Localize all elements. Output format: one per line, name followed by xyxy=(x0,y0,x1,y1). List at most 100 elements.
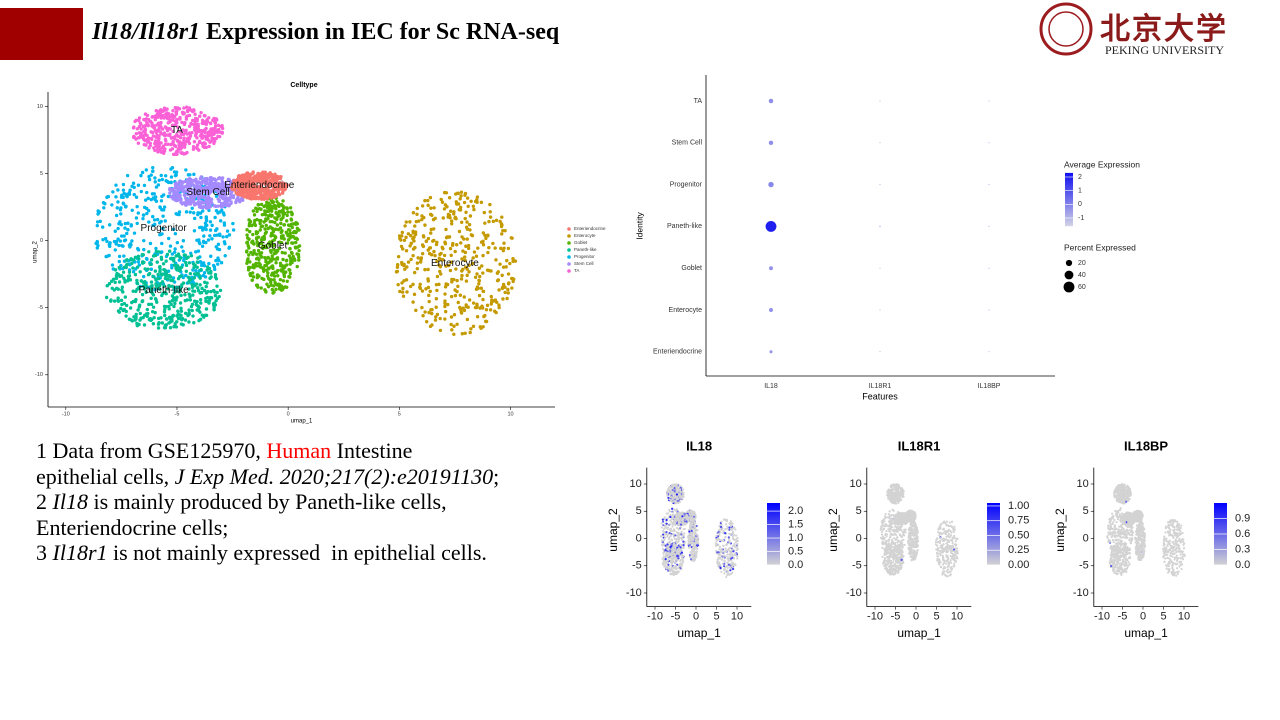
cell-point xyxy=(668,510,671,513)
cell-point xyxy=(102,206,106,210)
cell-point xyxy=(500,215,504,219)
cell-point xyxy=(149,296,153,301)
cell-point xyxy=(152,218,157,222)
cell-point xyxy=(731,532,735,535)
cell-point xyxy=(194,250,198,254)
cell-point xyxy=(190,109,195,114)
cell-point xyxy=(682,534,685,537)
cell-point xyxy=(734,528,737,531)
cell-point xyxy=(736,542,739,545)
cell-point xyxy=(190,282,194,287)
cell-point xyxy=(673,500,676,503)
x-tick-label: -10 xyxy=(867,611,883,623)
cell-point xyxy=(213,293,218,298)
cell-point xyxy=(284,219,289,223)
cell-point xyxy=(157,250,161,254)
cell-point xyxy=(683,532,686,535)
cell-point xyxy=(411,247,416,251)
cell-point xyxy=(176,125,180,129)
cell-point xyxy=(421,244,426,249)
cell-point xyxy=(175,198,179,203)
cell-point xyxy=(675,558,678,561)
cell-point xyxy=(118,220,122,224)
cell-point xyxy=(723,560,726,563)
cell-point xyxy=(204,182,208,186)
colorbar-label: 2 xyxy=(1078,174,1082,181)
cell-point xyxy=(128,188,132,192)
cell-point xyxy=(285,285,289,289)
cell-point xyxy=(120,288,124,292)
cell-point xyxy=(675,493,679,496)
cell-point xyxy=(727,559,730,562)
cell-point xyxy=(205,281,209,285)
expression-dot xyxy=(879,267,881,269)
cell-point xyxy=(110,279,114,283)
cell-point xyxy=(164,271,169,275)
cell-point xyxy=(144,256,149,261)
cell-point xyxy=(682,528,685,531)
cell-point xyxy=(204,307,209,311)
cell-point xyxy=(191,314,195,318)
expression-dot xyxy=(879,142,881,144)
cell-point xyxy=(433,253,437,258)
cell-point xyxy=(179,309,184,313)
cell-point xyxy=(297,244,302,248)
cell-point xyxy=(155,300,159,304)
cell-point xyxy=(488,210,492,214)
cell-point xyxy=(190,130,194,135)
cell-point xyxy=(193,121,197,126)
cell-point xyxy=(412,292,417,297)
cell-point xyxy=(211,263,216,268)
cell-point xyxy=(450,277,454,282)
cell-point xyxy=(662,524,665,527)
legend-swatch xyxy=(567,262,571,266)
cluster-label: TA xyxy=(171,125,183,136)
cell-point xyxy=(119,298,124,303)
cell-point xyxy=(427,293,431,298)
cell-point xyxy=(194,130,198,134)
cell-point xyxy=(195,238,199,243)
cell-point xyxy=(159,173,163,178)
cell-point xyxy=(192,229,197,233)
y-tick-label: TA xyxy=(694,98,703,105)
cell-point xyxy=(297,248,301,253)
cell-point xyxy=(202,264,207,268)
cell-point xyxy=(260,255,264,259)
cell-point xyxy=(252,213,257,217)
cell-point xyxy=(256,171,260,176)
cell-point xyxy=(469,233,474,237)
cell-point xyxy=(254,230,259,234)
cell-point xyxy=(204,215,208,219)
cell-point xyxy=(162,304,167,309)
cell-point xyxy=(135,221,139,226)
cell-point xyxy=(196,249,201,253)
cell-point xyxy=(423,267,427,272)
cell-point xyxy=(426,285,431,290)
cell-point xyxy=(271,200,276,204)
cell-point xyxy=(197,128,201,133)
cell-point xyxy=(179,274,183,278)
cell-point xyxy=(452,332,456,336)
cell-point xyxy=(168,114,173,119)
cell-point xyxy=(197,240,202,245)
cell-point xyxy=(215,182,219,186)
cell-point xyxy=(456,202,461,206)
cell-point xyxy=(202,288,207,293)
cell-point xyxy=(682,554,685,558)
cell-point xyxy=(448,268,453,273)
cell-point xyxy=(462,308,467,313)
cell-point xyxy=(670,520,673,523)
cell-point xyxy=(186,275,191,280)
cell-point xyxy=(675,484,678,487)
cell-point xyxy=(665,552,668,555)
cell-point xyxy=(487,245,491,250)
cell-point xyxy=(251,170,255,175)
cell-point xyxy=(251,239,255,243)
x-tick-label: 10 xyxy=(507,411,513,417)
cell-point xyxy=(411,300,415,304)
cell-point xyxy=(254,257,259,261)
cell-point xyxy=(449,222,454,226)
cell-point xyxy=(479,326,483,330)
cell-point xyxy=(179,132,184,137)
cell-point xyxy=(426,277,430,281)
